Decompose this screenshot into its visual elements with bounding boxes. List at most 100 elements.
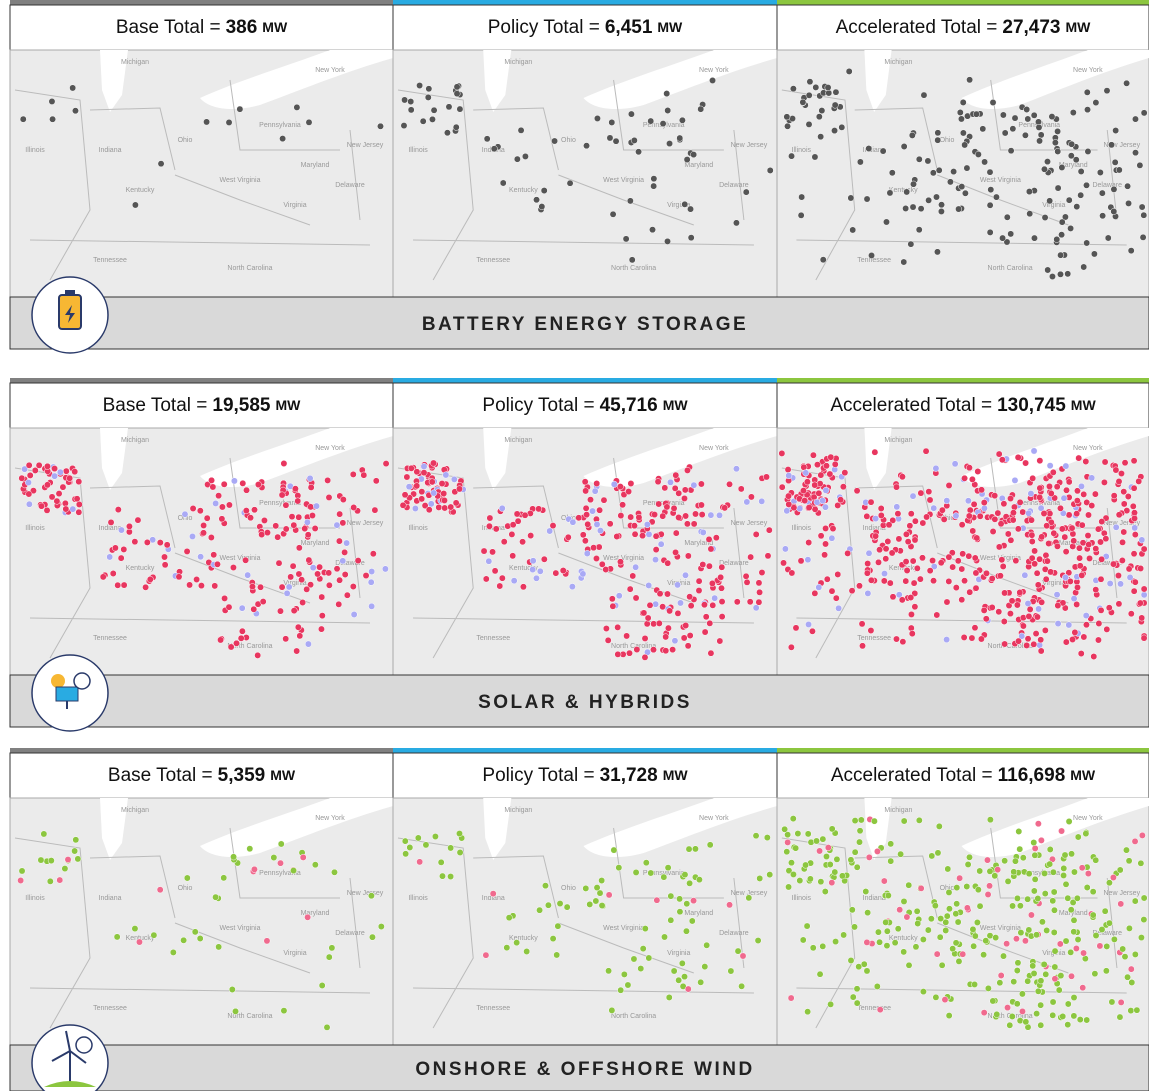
- header-cell: [392, 752, 778, 799]
- project-dot: [1047, 518, 1055, 526]
- project-dot: [301, 525, 309, 533]
- project-dot: [949, 945, 957, 953]
- project-dot: [982, 615, 990, 623]
- project-dot: [784, 122, 791, 130]
- project-dot: [953, 884, 961, 892]
- map-label: Ohio: [561, 885, 576, 892]
- map-label: New Jersey: [347, 142, 384, 149]
- project-dot: [1131, 524, 1139, 532]
- project-dot: [733, 598, 741, 606]
- header-unit: MW: [657, 19, 683, 35]
- project-dot: [242, 556, 250, 564]
- project-dot: [1040, 165, 1048, 173]
- project-dot: [1140, 585, 1148, 593]
- project-dot: [1072, 945, 1080, 952]
- project-dot: [250, 605, 258, 613]
- project-dot: [821, 551, 829, 559]
- project-dot: [1025, 870, 1033, 878]
- project-dot: [1044, 158, 1051, 166]
- project-dot: [1101, 907, 1109, 915]
- map-label: Kentucky: [126, 187, 155, 194]
- project-dot: [784, 831, 792, 839]
- project-dot: [1103, 87, 1111, 95]
- header-value: 27,473: [1002, 17, 1060, 38]
- project-dot: [306, 474, 314, 482]
- project-dot: [880, 577, 888, 585]
- project-dot: [282, 635, 290, 643]
- scenario-bar: [393, 748, 777, 753]
- project-dot: [995, 450, 1003, 458]
- project-dot: [420, 462, 428, 470]
- project-dot: [986, 168, 994, 176]
- project-dot: [984, 856, 991, 864]
- project-dot: [752, 530, 760, 538]
- project-dot: [903, 913, 911, 921]
- project-dot: [848, 587, 856, 595]
- project-dot: [655, 500, 663, 508]
- project-dot: [944, 865, 952, 873]
- project-dot: [826, 470, 834, 478]
- project-dot: [113, 933, 121, 941]
- project-dot: [626, 649, 633, 657]
- project-dot: [675, 489, 683, 497]
- project-dot: [569, 518, 577, 526]
- project-dot: [930, 504, 938, 512]
- project-dot: [1037, 131, 1045, 139]
- project-dot: [911, 589, 919, 597]
- project-dot: [367, 892, 375, 900]
- project-dot: [331, 868, 338, 876]
- project-dot: [26, 471, 34, 479]
- project-dot: [667, 478, 674, 486]
- panel-header: Base Total = 19,585 MW: [103, 395, 302, 416]
- project-dot: [598, 902, 606, 909]
- project-dot: [203, 514, 211, 522]
- map-label: North Carolina: [988, 643, 1033, 650]
- project-dot: [1120, 488, 1128, 496]
- project-dot: [672, 529, 680, 537]
- project-dot: [1067, 152, 1075, 160]
- project-dot: [1124, 973, 1131, 981]
- project-dot: [1138, 536, 1146, 544]
- header-label: Base Total =: [103, 395, 208, 416]
- project-dot: [1028, 554, 1036, 562]
- project-dot: [1082, 458, 1090, 465]
- project-dot: [686, 593, 694, 601]
- project-dot: [966, 76, 974, 84]
- project-dot: [1061, 213, 1069, 221]
- project-dot: [218, 515, 226, 523]
- project-dot: [453, 83, 461, 91]
- project-dot: [225, 501, 233, 509]
- project-dot: [377, 923, 385, 930]
- project-dot: [1010, 503, 1018, 511]
- project-dot: [299, 853, 307, 861]
- project-dot: [1058, 231, 1066, 239]
- project-dot: [1092, 856, 1100, 864]
- map-label: Ohio: [561, 137, 576, 144]
- project-dot: [442, 471, 450, 479]
- panel-header: Policy Total = 31,728 MW: [482, 765, 688, 786]
- project-dot: [858, 620, 866, 628]
- map-label: Indiana: [99, 525, 122, 532]
- project-dot: [933, 611, 941, 619]
- project-dot: [941, 996, 949, 1004]
- project-dot: [1083, 499, 1091, 506]
- project-dot: [652, 600, 660, 608]
- project-dot: [554, 922, 562, 930]
- project-dot: [632, 594, 640, 602]
- project-dot: [260, 517, 268, 524]
- project-dot: [142, 583, 150, 591]
- project-dot: [413, 468, 421, 476]
- project-dot: [1011, 476, 1019, 484]
- project-dot: [1094, 525, 1102, 533]
- map-label: Illinois: [25, 525, 45, 532]
- map-label: Illinois: [792, 147, 812, 154]
- project-dot: [758, 569, 766, 576]
- project-dot: [304, 640, 312, 648]
- project-dot: [683, 156, 691, 164]
- project-dot: [425, 85, 433, 93]
- project-dot: [489, 890, 497, 898]
- project-dot: [701, 628, 709, 636]
- project-dot: [815, 489, 823, 497]
- project-dot: [551, 137, 559, 145]
